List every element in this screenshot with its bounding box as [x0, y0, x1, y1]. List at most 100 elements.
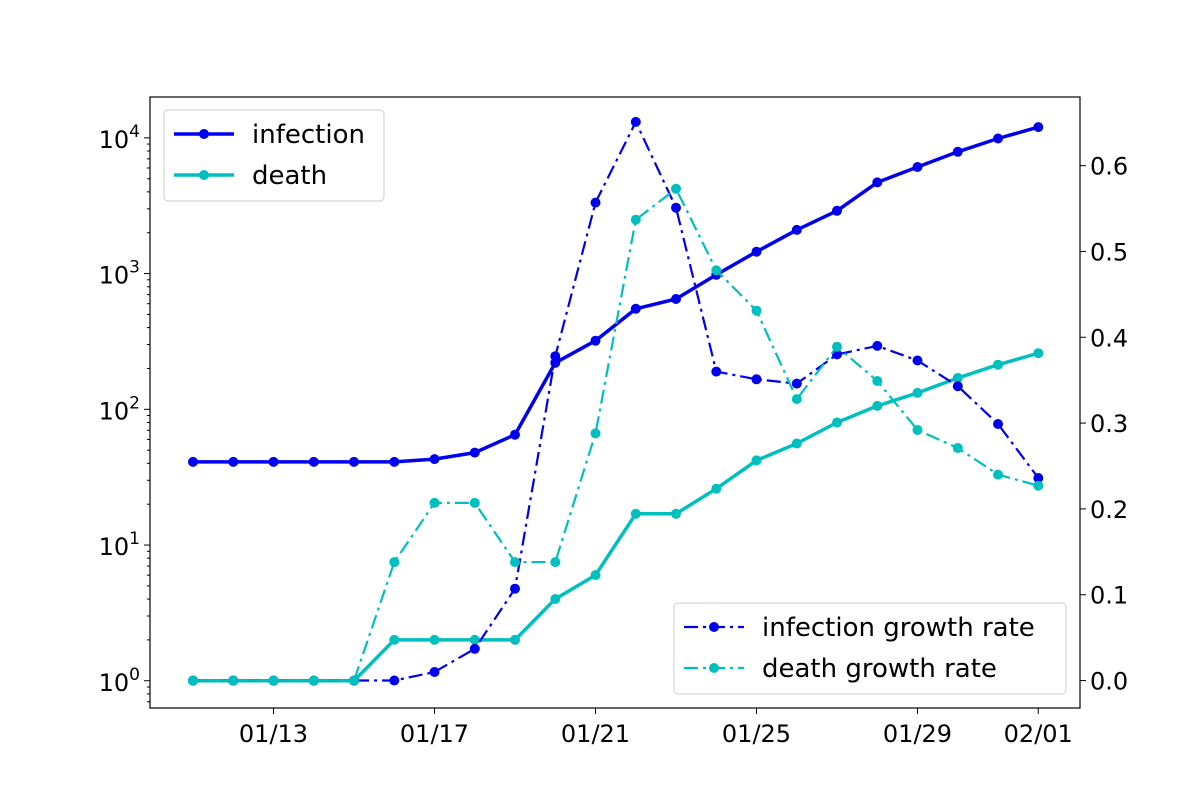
data-point-infection-growth-rate — [952, 381, 963, 392]
series-line-infection-growth-rate — [193, 120, 1040, 682]
data-point-death — [912, 387, 923, 398]
data-point-infection-growth-rate — [510, 583, 520, 594]
legend-label-death-growth-rate: death growth rate — [762, 654, 997, 684]
y-left-tick-label: 100 — [99, 665, 140, 697]
y-left-tick-label: 103 — [99, 258, 140, 290]
data-point-infection-growth-rate — [872, 340, 883, 351]
y-right-tick-label: 0.6 — [1090, 153, 1128, 181]
data-point-death — [872, 400, 883, 411]
data-point-death-growth-rate — [308, 675, 319, 686]
legend-label-death: death — [252, 161, 327, 191]
data-point-death-growth-rate — [711, 265, 722, 276]
x-tick-label: 01/13 — [239, 720, 308, 748]
data-point-infection-growth-rate — [711, 366, 722, 377]
data-point-death-growth-rate — [630, 214, 641, 225]
y-right-tick-label: 0.3 — [1090, 410, 1128, 438]
y-right-tick-label: 0.5 — [1090, 238, 1128, 266]
series-line-infection — [193, 125, 1039, 464]
y-right-tick-label: 0.2 — [1090, 496, 1128, 524]
data-point-infection-growth-rate — [630, 116, 641, 127]
data-point-infection — [751, 246, 762, 257]
data-point-death-growth-rate — [550, 557, 561, 568]
data-point-death-growth-rate — [912, 425, 923, 435]
data-point-infection-growth-rate — [832, 349, 842, 360]
data-point-infection-growth-rate — [1033, 473, 1044, 483]
y-left-tick-label: 104 — [99, 122, 140, 154]
data-point-death — [389, 634, 400, 645]
data-point-infection-growth-rate — [429, 667, 440, 677]
data-point-death — [751, 455, 762, 466]
data-point-infection — [429, 454, 440, 465]
data-point-death — [711, 483, 722, 494]
y-right-tick-label: 0.1 — [1090, 582, 1128, 610]
data-point-death-growth-rate — [952, 443, 963, 453]
data-point-death — [630, 508, 641, 519]
y-left-tick-label: 101 — [99, 529, 140, 561]
data-point-death — [510, 634, 520, 645]
data-point-infection — [912, 162, 923, 172]
x-tick-label: 01/25 — [722, 720, 791, 748]
x-tick-label: 01/29 — [883, 720, 952, 748]
data-point-infection — [510, 429, 520, 440]
data-point-infection — [872, 177, 883, 188]
x-axis: 01/13 01/17 01/21 01/25 01/29 02/01 — [239, 708, 1073, 748]
data-point-infection-growth-rate — [993, 419, 1003, 429]
data-point-infection — [268, 456, 279, 467]
y-right-tick-label: 0.4 — [1090, 324, 1128, 352]
data-point-infection — [993, 133, 1003, 144]
legend-frame — [673, 602, 1067, 695]
x-tick-label: 01/17 — [400, 720, 469, 748]
data-point-infection — [671, 294, 681, 304]
data-point-infection-growth-rate — [671, 202, 681, 213]
data-point-death — [791, 438, 802, 449]
data-point-death — [832, 417, 842, 428]
data-point-death — [1033, 348, 1044, 359]
data-point-death — [429, 634, 440, 645]
data-point-death-growth-rate — [993, 469, 1003, 480]
data-point-death-growth-rate — [1033, 480, 1044, 491]
data-point-death-growth-rate — [429, 497, 440, 508]
data-point-infection-growth-rate — [550, 351, 561, 362]
legend-marker-infection — [199, 129, 209, 139]
y-axis-right: 0.0 0.1 0.2 0.3 0.4 0.5 0.6 — [1080, 153, 1128, 696]
x-tick-label: 01/21 — [561, 720, 630, 748]
data-point-infection — [590, 335, 601, 346]
series-infection-growth-rate — [188, 116, 1044, 686]
y-axis-left: 100 101 102 103 104 — [99, 122, 150, 703]
data-point-infection — [349, 456, 359, 467]
data-point-death-growth-rate — [349, 675, 359, 686]
data-point-infection — [188, 456, 198, 467]
legend-marker-death-growth-rate — [709, 663, 719, 673]
data-point-infection — [389, 456, 400, 467]
legend-upper-left: infection death — [163, 109, 385, 202]
legend-lower-right: infection growth rate death growth rate — [673, 602, 1067, 695]
y-right-tick-label: 0.0 — [1090, 668, 1128, 696]
data-point-infection — [791, 224, 802, 235]
series-death-growth-rate — [188, 183, 1044, 686]
data-point-infection-growth-rate — [751, 374, 762, 385]
data-point-death-growth-rate — [872, 376, 883, 386]
legend-marker-infection-growth-rate — [709, 622, 719, 632]
data-point-infection-growth-rate — [469, 643, 480, 654]
legend-label-infection: infection — [252, 120, 365, 150]
data-point-death-growth-rate — [832, 341, 842, 352]
data-point-infection — [1033, 122, 1044, 133]
data-point-death — [590, 570, 601, 581]
data-point-infection — [228, 456, 239, 467]
data-point-death-growth-rate — [268, 675, 279, 686]
x-tick-label: 02/01 — [1004, 720, 1073, 748]
legend-marker-death — [199, 170, 209, 180]
y-left-tick-label: 102 — [99, 393, 140, 425]
data-point-infection-growth-rate — [912, 355, 923, 366]
series-layer — [188, 116, 1044, 686]
data-point-death-growth-rate — [510, 557, 520, 568]
data-point-infection — [630, 303, 641, 314]
data-point-death-growth-rate — [751, 305, 762, 316]
data-point-infection — [952, 146, 963, 157]
data-point-death — [550, 594, 561, 604]
data-point-death-growth-rate — [791, 394, 802, 405]
data-point-infection-growth-rate — [590, 197, 601, 208]
data-point-death-growth-rate — [389, 557, 400, 568]
data-point-infection — [308, 456, 319, 467]
